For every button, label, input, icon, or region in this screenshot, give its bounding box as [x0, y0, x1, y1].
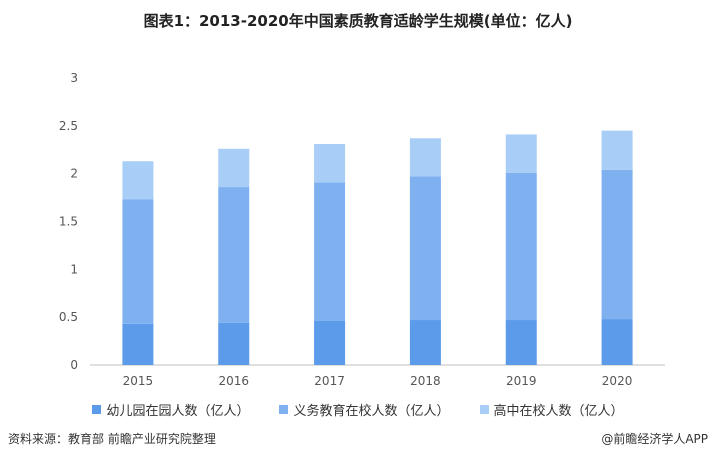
chart-title: 图表1：2013-2020年中国素质教育适龄学生规模(单位：亿人)	[143, 12, 573, 30]
bar-segment-compulsory-2017	[314, 182, 346, 321]
legend-label-compulsory: 义务教育在校人数（亿人）	[293, 404, 450, 419]
bar-segment-highschool-2020	[601, 130, 633, 170]
bar-segment-kindergarten-2017	[314, 320, 346, 365]
x-tick-label: 2019	[506, 374, 537, 388]
bar-segment-kindergarten-2019	[505, 320, 537, 365]
x-tick-label: 2020	[602, 374, 633, 388]
legend-swatch-kindergarten	[92, 405, 102, 414]
x-tick-label: 2015	[123, 374, 154, 388]
bar-segment-highschool-2018	[409, 138, 441, 177]
bar-segment-highschool-2016	[218, 148, 250, 188]
bar-segment-highschool-2019	[505, 134, 537, 173]
y-tick-label: 0.5	[59, 310, 78, 324]
legend-item-compulsory: 义务教育在校人数（亿人）	[279, 400, 450, 419]
x-tick-label: 2016	[218, 374, 249, 388]
legend-item-highschool: 高中在校人数（亿人）	[479, 400, 624, 419]
bar-segment-kindergarten-2020	[601, 319, 633, 365]
bar-segment-compulsory-2016	[218, 187, 250, 323]
legend-label-highschool: 高中在校人数（亿人）	[493, 404, 624, 419]
y-tick-label: 0	[70, 358, 78, 372]
bar-segment-highschool-2015	[122, 161, 154, 200]
y-tick-label: 3	[70, 71, 78, 85]
y-tick-label: 2.5	[59, 119, 78, 133]
bar-segment-compulsory-2018	[409, 176, 441, 321]
x-tick-label: 2017	[314, 374, 345, 388]
bar-segment-highschool-2017	[314, 144, 346, 183]
bar-segment-compulsory-2019	[505, 172, 537, 321]
legend-swatch-compulsory	[279, 405, 289, 414]
legend-swatch-highschool	[479, 405, 489, 414]
bar-segment-compulsory-2020	[601, 169, 633, 320]
chart-legend: 幼儿园在园人数（亿人） 义务教育在校人数（亿人） 高中在校人数（亿人）	[0, 400, 716, 419]
x-tick-label: 2018	[410, 374, 441, 388]
bar-segment-compulsory-2015	[122, 199, 154, 324]
y-tick-label: 1	[70, 262, 78, 276]
bar-segment-kindergarten-2018	[409, 320, 441, 365]
brand-note: @前瞻经济学人APP	[601, 432, 708, 446]
y-tick-label: 1.5	[59, 215, 78, 229]
legend-label-kindergarten: 幼儿园在园人数（亿人）	[106, 404, 250, 419]
bar-segment-kindergarten-2016	[218, 322, 250, 365]
source-note: 资料来源：教育部 前瞻产业研究院整理	[8, 432, 216, 446]
legend-item-kindergarten: 幼儿园在园人数（亿人）	[92, 400, 249, 419]
bar-segment-kindergarten-2015	[122, 323, 154, 365]
y-tick-label: 2	[70, 167, 78, 181]
